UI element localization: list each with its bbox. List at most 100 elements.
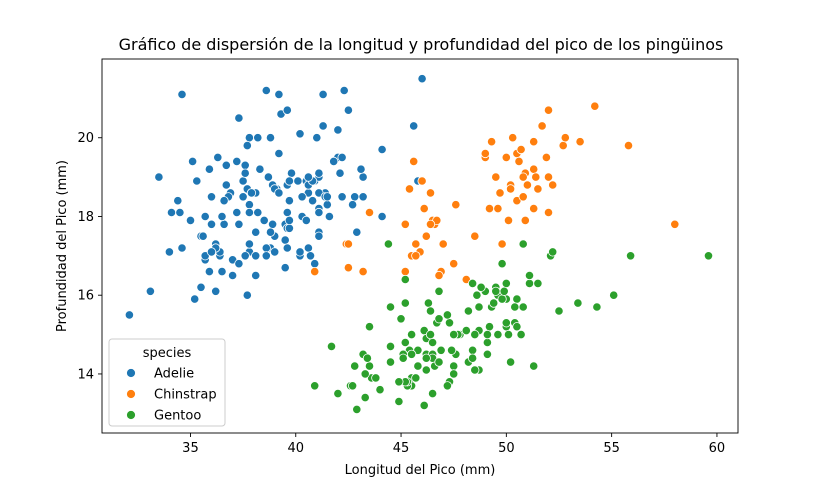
data-point: [124, 310, 134, 320]
data-point: [261, 243, 271, 253]
data-point: [305, 251, 316, 261]
data-point: [352, 227, 362, 237]
data-point: [314, 207, 324, 218]
data-point: [404, 184, 415, 194]
data-point: [423, 298, 433, 308]
data-point: [244, 200, 254, 210]
data-point: [246, 188, 257, 198]
data-point: [238, 192, 248, 202]
data-point: [449, 329, 459, 340]
data-point: [703, 251, 714, 261]
data-point: [497, 294, 507, 304]
data-point: [358, 266, 368, 277]
data-point: [449, 259, 459, 269]
data-point: [360, 369, 370, 379]
legend-label: Gentoo: [154, 409, 201, 424]
data-point: [364, 322, 375, 332]
data-point: [497, 239, 507, 249]
legend-label: Adelie: [154, 367, 194, 382]
data-point: [449, 369, 459, 379]
data-point: [255, 164, 265, 174]
x-tick-label: 40: [287, 441, 304, 456]
data-point: [419, 204, 429, 214]
data-point: [476, 282, 486, 292]
data-point: [434, 270, 444, 281]
data-point: [240, 160, 250, 170]
data-point: [518, 239, 528, 249]
data-point: [234, 219, 244, 229]
data-point: [204, 266, 214, 277]
x-axis-title: Longitud del Pico (mm): [345, 463, 496, 478]
data-point: [293, 176, 303, 186]
data-point: [449, 361, 459, 371]
data-point: [442, 310, 452, 320]
y-tick-label: 20: [77, 131, 94, 146]
data-point: [190, 294, 200, 304]
data-point: [335, 168, 345, 178]
data-point: [259, 215, 269, 225]
data-point: [303, 243, 313, 253]
data-point: [318, 121, 328, 131]
data-point: [253, 133, 263, 143]
data-point: [467, 353, 478, 363]
legend-marker: [126, 389, 136, 399]
data-point: [554, 306, 564, 316]
data-point: [516, 144, 526, 155]
data-point: [358, 192, 368, 202]
data-point: [295, 247, 305, 257]
data-point: [436, 345, 446, 355]
data-point: [518, 192, 528, 202]
data-point: [343, 239, 353, 249]
data-point: [221, 180, 231, 190]
data-point: [537, 121, 547, 131]
legend-label: Chinstrap: [154, 388, 217, 403]
data-point: [421, 365, 431, 375]
data-point: [265, 133, 276, 143]
data-point: [211, 286, 221, 296]
data-point: [385, 302, 396, 312]
data-point: [409, 121, 419, 131]
data-point: [394, 377, 404, 387]
data-point: [505, 357, 516, 367]
data-point: [356, 164, 366, 174]
data-point: [284, 223, 294, 233]
data-point: [310, 259, 320, 269]
data-point: [261, 251, 271, 261]
data-point: [274, 89, 284, 100]
data-point: [501, 318, 511, 328]
data-point: [310, 381, 320, 391]
data-point: [274, 188, 284, 198]
data-point: [360, 392, 370, 403]
data-point: [394, 396, 404, 407]
data-point: [234, 113, 244, 123]
data-point: [177, 89, 187, 100]
data-point: [548, 180, 558, 190]
data-point: [533, 278, 543, 288]
plot-frame: [101, 58, 739, 434]
data-point: [206, 192, 217, 202]
data-point: [409, 156, 419, 166]
data-point: [482, 337, 492, 348]
data-point: [520, 215, 530, 225]
data-point: [508, 133, 518, 143]
data-point: [467, 345, 478, 355]
data-point: [400, 337, 410, 348]
data-point: [198, 231, 208, 241]
data-point: [244, 207, 254, 218]
data-point: [350, 361, 360, 371]
data-point: [213, 152, 223, 162]
data-point: [244, 133, 254, 143]
data-point: [427, 388, 438, 399]
data-point: [314, 231, 324, 241]
data-point: [518, 172, 528, 182]
x-tick-label: 50: [498, 441, 515, 456]
data-point: [219, 196, 229, 206]
data-point: [200, 211, 210, 222]
data-point: [625, 251, 636, 261]
data-point: [480, 148, 490, 159]
data-point: [234, 259, 244, 269]
x-tick-label: 35: [182, 441, 199, 456]
data-point: [175, 207, 185, 218]
data-point: [284, 196, 294, 206]
